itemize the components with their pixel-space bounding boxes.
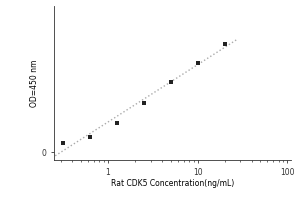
Point	[87, 135, 92, 138]
Point	[168, 81, 173, 84]
Y-axis label: OD=450 nm: OD=450 nm	[30, 59, 39, 107]
Point	[114, 121, 119, 124]
Point	[60, 141, 65, 144]
Point	[195, 62, 200, 65]
Point	[222, 43, 227, 46]
X-axis label: Rat CDK5 Concentration(ng/mL): Rat CDK5 Concentration(ng/mL)	[111, 179, 234, 188]
Point	[141, 101, 146, 104]
